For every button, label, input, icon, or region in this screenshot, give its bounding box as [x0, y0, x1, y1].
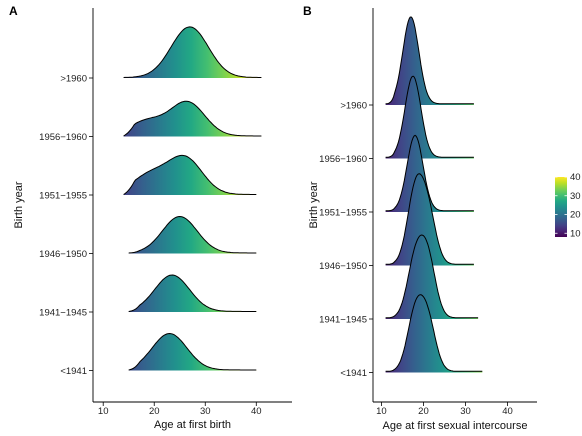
legend-colorbar [555, 177, 567, 237]
y-tick-label: 1941−1945 [39, 308, 87, 319]
panel-a: A >1960 1956−1960 1951−1955 1946−1950 1941−19… [9, 4, 292, 431]
ridge-outline-0 [385, 294, 483, 372]
y-tick-label: 1956−1960 [319, 154, 367, 165]
x-tick-label: 30 [460, 406, 471, 417]
color-legend: 10 20 30 40 [555, 172, 581, 239]
y-tick-label: 1946−1950 [39, 249, 87, 260]
ridge-density-2 [385, 173, 474, 266]
y-tick-label: >1960 [60, 74, 87, 85]
y-tick-label: 1951−1955 [39, 191, 87, 202]
legend-tick-label: 20 [570, 210, 581, 221]
y-tick-label: >1960 [340, 101, 367, 112]
ridge-outline-5 [123, 26, 262, 78]
panel-label: A [9, 4, 18, 18]
ridge-outline-4 [385, 75, 474, 158]
y-tick-label: 1946−1950 [319, 261, 367, 272]
panel-label: B [303, 4, 312, 18]
ridge-outline-2 [385, 173, 474, 265]
y-tick-label: 1951−1955 [319, 208, 367, 219]
ridge-density-4 [123, 101, 262, 137]
ridge-outline-5 [385, 16, 474, 105]
ridge-density-4 [385, 76, 474, 159]
ridge-density-3 [123, 155, 257, 195]
x-axis-title: Age at first birth [154, 419, 231, 431]
y-tick-label: <1941 [60, 366, 87, 377]
ridge-outline-1 [128, 274, 257, 312]
legend-tick-label: 30 [570, 191, 581, 202]
x-tick-label: 20 [418, 406, 429, 417]
ridge-density-5 [385, 16, 474, 105]
ridge-outline-2 [128, 215, 257, 254]
ridge-density-3 [385, 135, 474, 212]
x-tick-label: 10 [98, 406, 109, 417]
ridge-density-5 [123, 26, 262, 78]
x-tick-label: 40 [502, 406, 513, 417]
ridge-density-1 [385, 235, 479, 319]
ridge-density-2 [128, 216, 257, 254]
y-tick-label: 1941−1945 [319, 315, 367, 326]
ridge-outline-1 [385, 234, 479, 319]
x-tick-label: 10 [376, 406, 387, 417]
ridge-density-0 [128, 333, 257, 371]
x-axis-title: Age at first sexual intercourse [383, 420, 528, 432]
ridge-outline-3 [385, 134, 474, 212]
x-tick-label: 20 [149, 406, 160, 417]
ridge-outline-0 [128, 332, 257, 371]
y-tick-label: <1941 [340, 368, 367, 379]
panel-b: B >1960 1956−1960 1951−1955 1946−1950 1941−19… [303, 4, 537, 432]
y-tick-label: 1956−1960 [39, 132, 87, 143]
x-tick-label: 40 [251, 406, 262, 417]
x-tick-label: 30 [200, 406, 211, 417]
y-axis-title: Birth year [13, 181, 25, 228]
ridge-outline-4 [123, 100, 262, 137]
legend-tick-label: 40 [570, 172, 581, 183]
legend-tick-label: 10 [570, 228, 581, 239]
y-axis-title: Birth year [308, 181, 320, 228]
ridge-outline-3 [123, 154, 257, 195]
